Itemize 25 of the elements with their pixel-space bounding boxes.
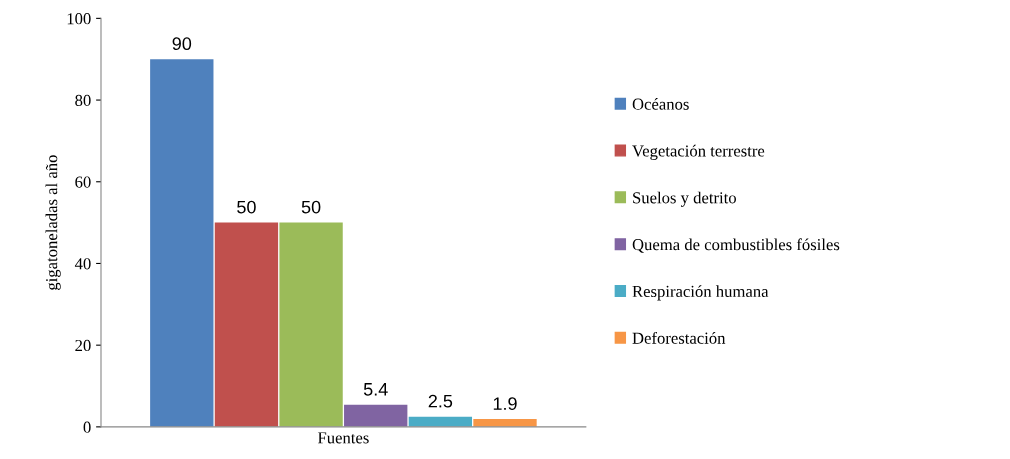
data-label: 50 [301,200,321,214]
bar [214,222,279,427]
legend-label: Suelos y detrito [633,191,736,207]
y-tick-label: 20 [75,339,91,352]
legend-label: Océanos [632,98,689,110]
y-axis-title: gigatoneladas al año [45,155,61,290]
legend-label: Respiración humana [632,285,769,301]
data-label: 1.9 [493,397,517,410]
bar [473,419,537,427]
legend-label: Quema de combustibles fósiles [632,238,840,253]
y-tick-label: 80 [75,94,91,107]
x-tick-label: Fuentes [317,432,369,444]
y-tick-label: 40 [74,258,91,270]
data-label: 90 [172,37,192,51]
bar [150,59,214,427]
y-tick-label: 60 [75,176,91,188]
legend-label: Deforestación [632,331,726,344]
bar [279,222,343,427]
data-label: 2.5 [428,394,453,408]
y-tick-label: 0 [83,421,91,433]
y-tick-label: 100 [67,13,91,25]
data-label: 5.4 [363,383,388,396]
bar [344,404,408,427]
data-label: 50 [237,200,256,214]
legend-label: Vegetación terrestre [632,144,765,160]
